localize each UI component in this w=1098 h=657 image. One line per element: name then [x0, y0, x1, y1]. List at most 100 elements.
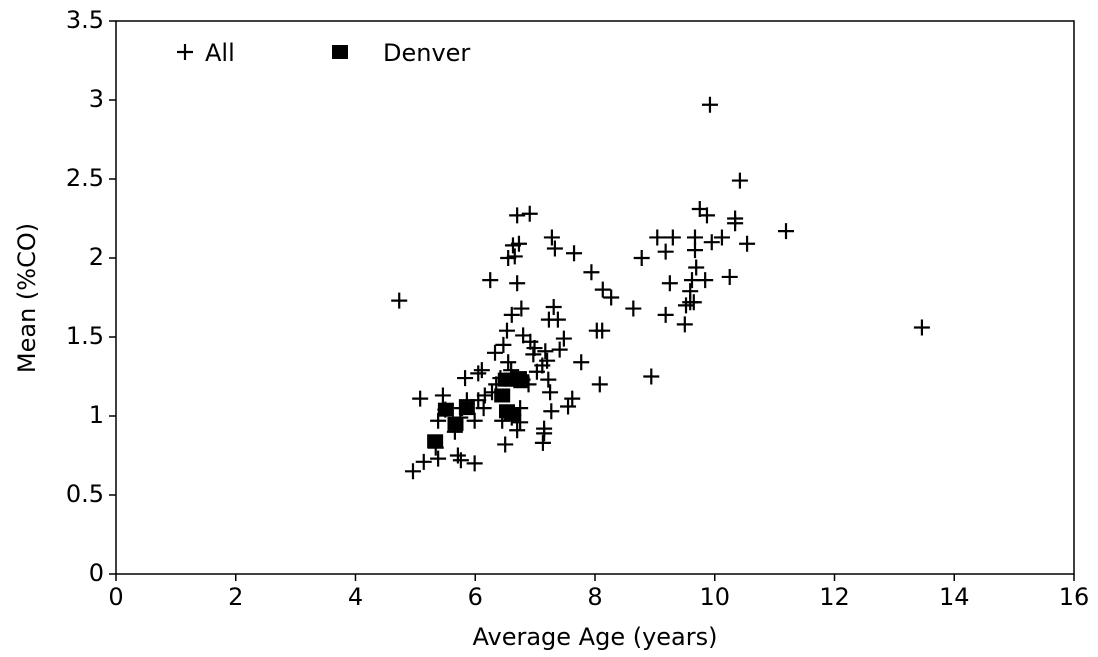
point: [513, 374, 530, 389]
point: [497, 436, 514, 453]
point: [583, 264, 600, 281]
point: [430, 450, 447, 467]
point: [546, 240, 563, 257]
point: [412, 390, 429, 407]
y-tick-label: 0: [89, 559, 104, 587]
point: [643, 368, 660, 385]
point: [500, 354, 517, 371]
point: [437, 402, 454, 417]
x-tick-label: 0: [108, 583, 123, 611]
point: [536, 425, 553, 442]
y-tick-label: 0.5: [66, 480, 104, 508]
point: [503, 306, 520, 323]
y-tick-label: 2: [89, 243, 104, 271]
point: [555, 330, 572, 347]
point: [721, 268, 738, 285]
point: [525, 346, 542, 363]
point: [913, 319, 930, 336]
point: [686, 242, 703, 259]
point: [591, 376, 608, 393]
point: [594, 281, 611, 298]
point: [542, 384, 559, 401]
point: [498, 322, 515, 339]
y-tick-label: 1.5: [66, 322, 104, 350]
point: [551, 341, 568, 358]
point: [657, 243, 674, 260]
point: [500, 250, 517, 266]
point: [566, 245, 583, 262]
point: [603, 289, 620, 306]
point: [688, 259, 705, 276]
point: [594, 322, 611, 339]
point: [513, 300, 530, 317]
point: [543, 403, 560, 420]
point: [713, 229, 730, 246]
x-tick-label: 14: [939, 583, 970, 611]
point: [504, 237, 521, 254]
point: [657, 306, 674, 323]
point: [497, 372, 514, 387]
point: [625, 300, 642, 317]
point: [487, 344, 504, 361]
point: [633, 250, 650, 266]
x-tick-label: 12: [819, 583, 850, 611]
point: [678, 297, 695, 314]
x-tick-label: 4: [348, 583, 363, 611]
point: [506, 248, 523, 265]
point: [543, 229, 560, 246]
point: [466, 412, 483, 429]
point: [457, 370, 474, 387]
point: [778, 223, 795, 240]
point: [470, 365, 487, 382]
x-tick-label: 6: [468, 583, 483, 611]
point: [564, 390, 581, 407]
point: [521, 205, 538, 222]
point: [573, 354, 590, 371]
x-axis-label: Average Age (years): [472, 623, 717, 651]
point: [534, 434, 551, 451]
y-axis-label: Mean (%CO): [13, 223, 41, 373]
point: [649, 229, 666, 246]
point: [540, 371, 557, 388]
y-tick-label: 3: [89, 85, 104, 113]
point: [549, 311, 566, 328]
point: [512, 414, 529, 431]
point: [391, 292, 408, 309]
point: [537, 343, 554, 360]
legend-marker: [332, 45, 348, 59]
point: [528, 363, 545, 380]
x-tick-label: 8: [587, 583, 602, 611]
legend-label: All: [205, 39, 235, 67]
legend-label: Denver: [383, 39, 470, 67]
point: [685, 294, 702, 311]
y-tick-label: 3.5: [66, 6, 104, 34]
point: [458, 401, 475, 416]
point: [697, 272, 714, 289]
point: [494, 388, 511, 403]
y-tick-label: 1: [89, 401, 104, 429]
point: [473, 362, 490, 379]
point: [482, 272, 499, 289]
point: [509, 207, 526, 224]
point: [509, 275, 526, 292]
y-tick-label: 2.5: [66, 164, 104, 192]
point: [503, 407, 520, 422]
point: [664, 229, 681, 246]
point: [739, 235, 756, 252]
point: [415, 453, 432, 470]
point: [495, 336, 512, 353]
plot-frame: [115, 20, 1075, 575]
point: [661, 275, 678, 292]
point: [676, 316, 693, 333]
point: [404, 463, 421, 480]
point: [727, 215, 744, 232]
point: [447, 416, 464, 431]
point: [509, 422, 526, 439]
point: [731, 172, 748, 189]
point: [434, 387, 451, 404]
point: [452, 452, 469, 469]
point: [703, 234, 720, 251]
x-tick-label: 2: [228, 583, 243, 611]
legend-marker: [177, 44, 193, 60]
